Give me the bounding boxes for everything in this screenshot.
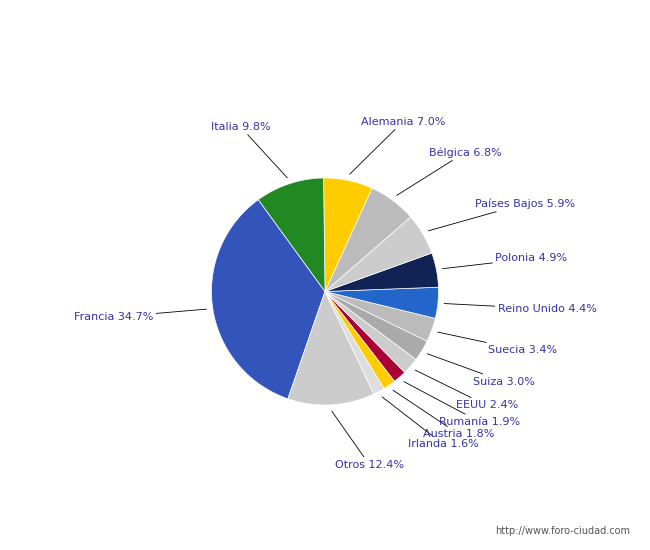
Text: Suiza 3.0%: Suiza 3.0% — [427, 354, 535, 387]
Text: Alemania 7.0%: Alemania 7.0% — [350, 117, 445, 174]
Polygon shape — [325, 292, 436, 341]
Text: EEUU 2.4%: EEUU 2.4% — [415, 370, 518, 410]
Text: Reino Unido 4.4%: Reino Unido 4.4% — [444, 304, 597, 314]
Text: Polonia 4.9%: Polonia 4.9% — [443, 254, 567, 269]
Text: Francia 34.7%: Francia 34.7% — [74, 309, 207, 322]
Text: Otros 12.4%: Otros 12.4% — [332, 411, 404, 470]
Text: http://www.foro-ciudad.com: http://www.foro-ciudad.com — [495, 526, 630, 536]
Polygon shape — [325, 217, 432, 292]
Text: Países Bajos 5.9%: Países Bajos 5.9% — [428, 199, 575, 231]
Text: Suecia 3.4%: Suecia 3.4% — [437, 332, 557, 355]
Polygon shape — [325, 188, 411, 292]
Polygon shape — [324, 178, 372, 292]
Polygon shape — [325, 253, 439, 292]
Polygon shape — [325, 287, 439, 318]
Polygon shape — [325, 292, 395, 388]
Polygon shape — [258, 178, 325, 292]
Polygon shape — [325, 292, 416, 372]
Text: Vidreres - Turistas extranjeros según país - Abril de 2024: Vidreres - Turistas extranjeros según pa… — [117, 18, 533, 34]
Text: Italia 9.8%: Italia 9.8% — [211, 122, 287, 178]
Text: Irlanda 1.6%: Irlanda 1.6% — [382, 397, 478, 449]
Text: Bélgica 6.8%: Bélgica 6.8% — [396, 147, 501, 195]
Polygon shape — [325, 292, 384, 394]
Polygon shape — [325, 292, 405, 381]
Text: Austria 1.8%: Austria 1.8% — [393, 390, 495, 439]
Polygon shape — [288, 292, 374, 405]
Polygon shape — [325, 292, 427, 359]
Polygon shape — [211, 200, 325, 399]
Text: Rumanía 1.9%: Rumanía 1.9% — [404, 382, 521, 427]
